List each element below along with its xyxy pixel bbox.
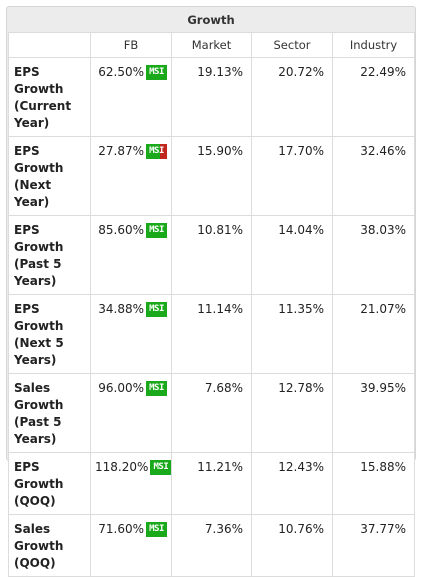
- sector-value: 11.35%: [251, 294, 333, 374]
- row-label: EPS Growth (QOQ): [8, 452, 91, 515]
- sector-value: 10.76%: [251, 514, 333, 577]
- row-label: Sales Growth (QOQ): [8, 514, 91, 577]
- msi-badge-icon[interactable]: MSI: [146, 144, 167, 159]
- header-row: FB Market Sector Industry: [8, 32, 415, 58]
- msi-badge-icon[interactable]: MSI: [146, 65, 167, 80]
- header-sector: Sector: [251, 32, 333, 58]
- table-row: Sales Growth (Past 5 Years) 96.00% MSI 7.68…: [8, 373, 415, 453]
- msi-badge-label: MSI: [149, 146, 164, 156]
- table-row: EPS Growth (Next Year) 27.87% MSI 15.90% 17.…: [8, 136, 415, 216]
- table-row: EPS Growth (Next 5 Years) 34.88% MSI 11.14%…: [8, 294, 415, 374]
- msi-badge-icon[interactable]: MSI: [150, 460, 172, 475]
- msi-badge-icon[interactable]: MSI: [146, 223, 167, 238]
- msi-badge-icon[interactable]: MSI: [146, 302, 167, 317]
- market-value: 10.81%: [171, 215, 252, 295]
- sector-value: 12.78%: [251, 373, 333, 453]
- sector-value: 14.04%: [251, 215, 333, 295]
- row-label: EPS Growth (Past 5 Years): [8, 215, 91, 295]
- market-value: 15.90%: [171, 136, 252, 216]
- msi-good-segment: [146, 223, 167, 238]
- industry-value: 37.77%: [332, 514, 415, 577]
- growth-panel: Growth FB Market Sector Industry EPS Gro…: [6, 6, 416, 577]
- industry-value: 38.03%: [332, 215, 415, 295]
- msi-good-segment: [146, 381, 167, 396]
- industry-value: 15.88%: [332, 452, 415, 515]
- table-row: Sales Growth (QOQ) 71.60% MSI 7.36% 10.76% 37…: [8, 514, 415, 577]
- row-label: Sales Growth (Past 5 Years): [8, 373, 91, 453]
- fb-cell: 118.20% MSI: [90, 452, 172, 515]
- industry-value: 22.49%: [332, 57, 415, 137]
- row-label: EPS Growth (Next 5 Years): [8, 294, 91, 374]
- fb-cell: 34.88% MSI: [90, 294, 172, 374]
- row-label: EPS Growth (Next Year): [8, 136, 91, 216]
- panel-title: Growth: [187, 13, 235, 27]
- fb-value: 27.87%: [98, 144, 144, 158]
- table-row: EPS Growth (Past 5 Years) 85.60% MSI 10.81%…: [8, 215, 415, 295]
- row-label: EPS Growth (Current Year): [8, 57, 91, 137]
- fb-cell: 71.60% MSI: [90, 514, 172, 577]
- header-fb: FB: [90, 32, 172, 58]
- msi-badge-icon[interactable]: MSI: [146, 381, 167, 396]
- table-row: EPS Growth (Current Year) 62.50% MSI 19.13%…: [8, 57, 415, 137]
- msi-badge-label: MSI: [153, 462, 169, 472]
- fb-value: 96.00%: [98, 381, 144, 395]
- fb-value: 34.88%: [98, 302, 144, 316]
- industry-value: 39.95%: [332, 373, 415, 453]
- msi-good-segment: [146, 302, 167, 317]
- msi-badge-icon[interactable]: MSI: [146, 522, 167, 537]
- msi-good-segment: [146, 65, 167, 80]
- fb-cell: 27.87% MSI: [90, 136, 172, 216]
- fb-cell: 85.60% MSI: [90, 215, 172, 295]
- fb-cell: 62.50% MSI: [90, 57, 172, 137]
- market-value: 19.13%: [171, 57, 252, 137]
- msi-badge-label: MSI: [149, 67, 164, 77]
- market-value: 7.68%: [171, 373, 252, 453]
- industry-value: 32.46%: [332, 136, 415, 216]
- msi-badge-label: MSI: [149, 524, 164, 534]
- header-label-cell: [8, 32, 91, 58]
- msi-badge-label: MSI: [149, 304, 164, 314]
- msi-bad-segment: [159, 144, 167, 159]
- market-value: 7.36%: [171, 514, 252, 577]
- sector-value: 17.70%: [251, 136, 333, 216]
- market-value: 11.14%: [171, 294, 252, 374]
- fb-value: 118.20%: [95, 460, 149, 474]
- msi-good-segment: [146, 144, 160, 159]
- fb-cell: 96.00% MSI: [90, 373, 172, 453]
- sector-value: 20.72%: [251, 57, 333, 137]
- fb-value: 85.60%: [98, 223, 144, 237]
- msi-badge-label: MSI: [149, 383, 164, 393]
- fb-value: 62.50%: [98, 65, 144, 79]
- market-value: 11.21%: [171, 452, 252, 515]
- table-row: EPS Growth (QOQ) 118.20% MSI 11.21% 12.43% 15…: [8, 452, 415, 515]
- industry-value: 21.07%: [332, 294, 415, 374]
- msi-badge-label: MSI: [149, 225, 164, 235]
- growth-table: FB Market Sector Industry EPS Growth (Cu…: [8, 32, 415, 577]
- header-industry: Industry: [332, 32, 415, 58]
- fb-value: 71.60%: [98, 522, 144, 536]
- sector-value: 12.43%: [251, 452, 333, 515]
- header-market: Market: [171, 32, 252, 58]
